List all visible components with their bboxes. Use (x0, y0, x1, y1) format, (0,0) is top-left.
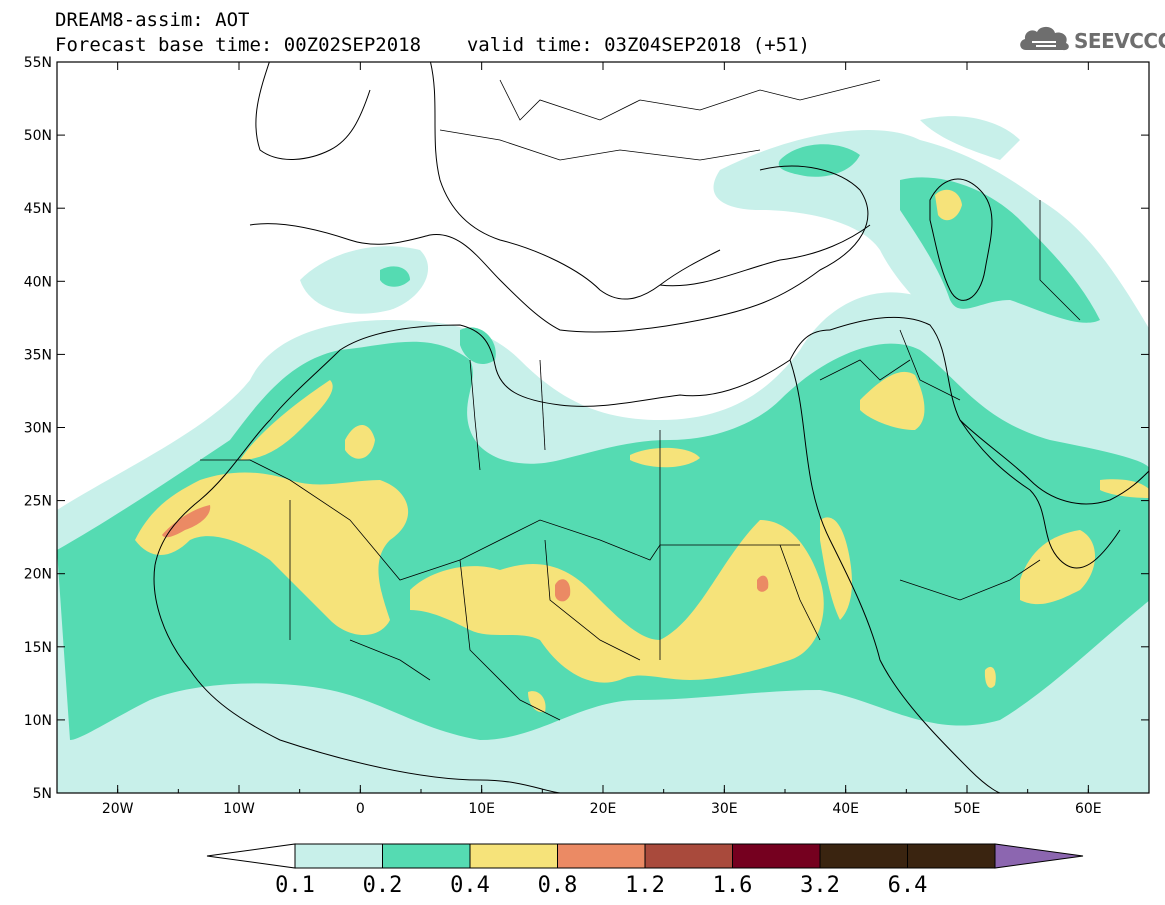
latitude-labels: 55N 50N 45N 40N 35N 30N 25N 20N 15N 10N 5N (24, 55, 52, 802)
colorbar-swatch (294, 843, 383, 869)
valid-time: valid time: 03Z04SEP2018 (+51) (466, 34, 810, 56)
base-time: Forecast base time: 00Z02SEP2018 (55, 34, 422, 56)
title-product: DREAM8-assim: AOT (55, 9, 250, 31)
lat-label: 25N (24, 494, 52, 510)
aot-band-0.8 (162, 505, 769, 602)
lat-label: 5N (33, 786, 52, 802)
lat-label: 20N (24, 567, 52, 583)
colorbar-label: 1.6 (713, 873, 753, 898)
colorbar-swatch (469, 843, 558, 869)
lon-label: 10E (468, 801, 495, 817)
lon-label: 30E (711, 801, 738, 817)
lat-label: 40N (24, 274, 52, 290)
colorbar-label: 0.2 (363, 873, 403, 898)
colorbar-label: 6.4 (888, 873, 928, 898)
lat-label: 10N (24, 713, 52, 729)
colorbar-min-arrow (206, 843, 296, 869)
seevccc-logo: SEEVCCC (1018, 24, 1165, 56)
colorbar-swatch (382, 843, 471, 869)
colorbar-swatch (819, 843, 908, 869)
title-times: Forecast base time: 00Z02SEP2018 valid t… (55, 35, 810, 55)
lon-label: 50E (954, 801, 981, 817)
lon-label: 40E (832, 801, 859, 817)
colorbar-labels: 0.1 0.2 0.4 0.8 1.2 1.6 3.2 6.4 (275, 873, 927, 898)
colorbar-max-arrow (994, 843, 1084, 869)
colorbar-swatches (206, 843, 1084, 869)
colorbar-label: 3.2 (800, 873, 840, 898)
coastlines (153, 62, 1149, 793)
longitude-labels: 20W 10W 0 10E 20E 30E 40E 50E 60E (102, 801, 1102, 817)
colorbar-swatch (557, 843, 646, 869)
lon-label: 0 (356, 801, 365, 817)
lon-label: 10W (223, 801, 255, 817)
lat-label: 55N (24, 55, 52, 71)
lat-label: 45N (24, 201, 52, 217)
colorbar-swatch (907, 843, 996, 869)
colorbar-label: 1.2 (625, 873, 665, 898)
colorbar-swatch (644, 843, 733, 869)
colorbar-label: 0.1 (275, 873, 315, 898)
lat-label: 35N (24, 347, 52, 363)
lon-label: 20E (590, 801, 617, 817)
cloud-icon (1020, 26, 1069, 51)
colorbar-label: 0.4 (450, 873, 490, 898)
lat-label: 30N (24, 421, 52, 437)
logo-text: SEEVCCC (1074, 29, 1165, 53)
colorbar-swatch (732, 843, 821, 869)
axis-ticks (56, 61, 1150, 794)
lon-label: 20W (102, 801, 134, 817)
lat-label: 15N (24, 640, 52, 656)
lat-label: 50N (24, 128, 52, 144)
lon-label: 60E (1075, 801, 1102, 817)
country-borders (200, 79, 1081, 721)
colorbar-label: 0.8 (538, 873, 578, 898)
